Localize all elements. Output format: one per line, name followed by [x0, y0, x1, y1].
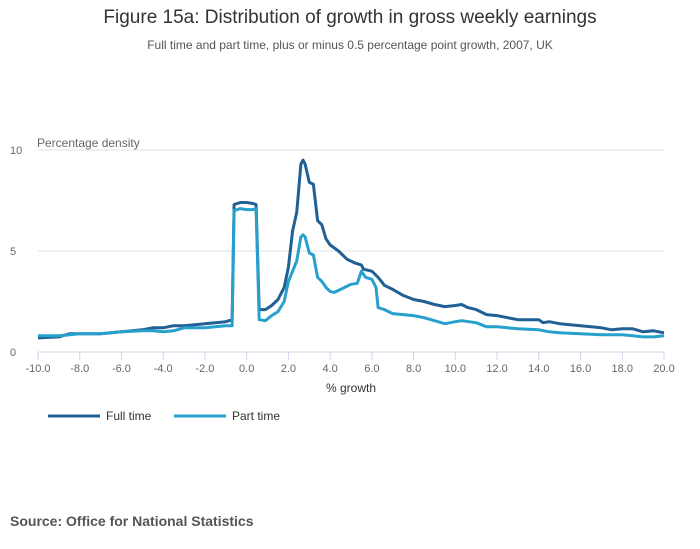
- x-tick-label: 4.0: [322, 363, 337, 375]
- chart-title: Figure 15a: Distribution of growth in gr…: [103, 7, 597, 28]
- chart-svg: 0 5 10 Percentage density -10.0 -8.0 -6.0 -4.0 -…: [10, 136, 675, 423]
- legend-label: Part time: [232, 409, 280, 423]
- x-tick-label: 18.0: [612, 363, 633, 375]
- x-tick-label: 20.0: [653, 363, 674, 375]
- x-tick-label: -6.0: [112, 363, 131, 375]
- x-tick-label: -10.0: [25, 363, 50, 375]
- x-tick-label: 12.0: [486, 363, 507, 375]
- x-tick-label: 16.0: [570, 363, 591, 375]
- x-tick-label: -8.0: [70, 363, 89, 375]
- x-tick-label: 10.0: [445, 363, 466, 375]
- x-tick-label: 8.0: [406, 363, 421, 375]
- y-axis-label: Percentage density: [37, 136, 140, 150]
- legend-label: Full time: [106, 409, 152, 423]
- y-tick-label: 5: [10, 246, 16, 258]
- x-tick-label: 6.0: [364, 363, 379, 375]
- chart-subtitle: Full time and part time, plus or minus 0…: [147, 38, 553, 52]
- y-tick-label: 0: [10, 347, 16, 359]
- x-tick-label: -4.0: [154, 363, 173, 375]
- x-tick-label: 2.0: [281, 363, 296, 375]
- y-tick-label: 10: [10, 145, 22, 157]
- x-tick-label: -2.0: [195, 363, 214, 375]
- x-tick-label: 0.0: [239, 363, 254, 375]
- source-note: Source: Office for National Statistics: [10, 513, 254, 529]
- series-line-full-time: [37, 158, 665, 340]
- x-axis-label: % growth: [326, 381, 376, 395]
- x-tick-label: 14.0: [528, 363, 549, 375]
- series-line-part-time: [38, 207, 665, 339]
